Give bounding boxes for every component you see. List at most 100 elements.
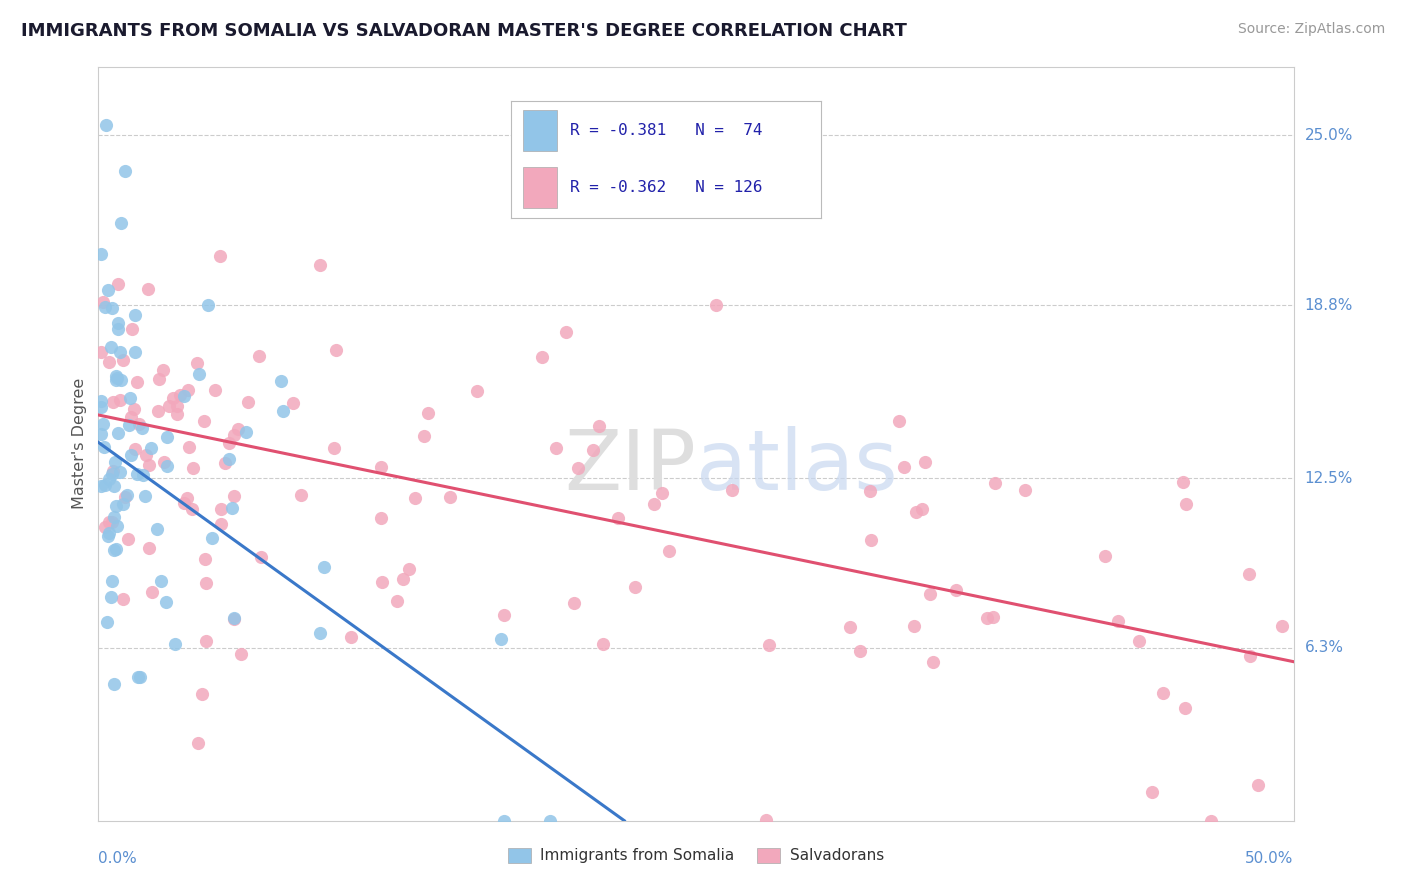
Point	[914, 455, 936, 469]
Point	[1142, 785, 1164, 799]
Point	[860, 533, 883, 547]
Point	[1128, 634, 1150, 648]
Point	[339, 630, 361, 644]
Point	[755, 813, 778, 827]
Point	[889, 414, 911, 428]
Point	[155, 595, 177, 609]
Point	[247, 349, 270, 363]
Point	[222, 428, 245, 442]
Point	[1153, 686, 1175, 700]
Point	[314, 560, 336, 574]
Point	[1247, 778, 1270, 792]
Point	[96, 615, 118, 629]
Point	[90, 479, 112, 493]
Point	[97, 355, 120, 369]
Point	[90, 426, 112, 441]
Text: ZIP: ZIP	[564, 425, 696, 507]
Point	[173, 388, 195, 402]
Point	[153, 455, 176, 469]
Point	[134, 490, 156, 504]
Point	[385, 594, 408, 608]
Point	[94, 300, 117, 314]
Point	[183, 461, 205, 475]
Point	[1199, 814, 1222, 828]
Point	[1107, 614, 1129, 628]
Point	[156, 430, 179, 444]
Point	[201, 531, 224, 545]
Point	[148, 372, 170, 386]
Text: 50.0%: 50.0%	[1246, 851, 1294, 866]
Point	[90, 247, 112, 261]
Point	[903, 619, 925, 633]
Point	[582, 442, 605, 457]
Point	[229, 647, 252, 661]
Point	[945, 582, 967, 597]
Point	[190, 687, 212, 701]
Point	[1237, 567, 1260, 582]
Text: 18.8%: 18.8%	[1305, 298, 1353, 313]
Point	[643, 497, 665, 511]
Point	[169, 387, 191, 401]
Point	[105, 519, 128, 533]
Point	[197, 298, 219, 312]
Point	[107, 321, 129, 335]
Point	[131, 421, 153, 435]
Point	[90, 394, 112, 409]
Point	[531, 351, 554, 365]
Point	[103, 509, 125, 524]
Point	[439, 490, 461, 504]
Point	[226, 422, 249, 436]
Point	[139, 441, 162, 455]
Point	[105, 541, 128, 556]
Point	[117, 488, 139, 502]
Point	[555, 325, 578, 339]
Point	[103, 542, 125, 557]
Point	[193, 414, 215, 428]
Point	[121, 321, 143, 335]
Point	[101, 467, 124, 481]
Point	[105, 371, 128, 385]
Point	[127, 376, 149, 390]
Point	[371, 574, 394, 589]
Text: IMMIGRANTS FROM SOMALIA VS SALVADORAN MASTER'S DEGREE CORRELATION CHART: IMMIGRANTS FROM SOMALIA VS SALVADORAN MA…	[21, 22, 907, 40]
Point	[157, 400, 180, 414]
Point	[976, 611, 998, 625]
Y-axis label: Master's Degree: Master's Degree	[72, 378, 87, 509]
Point	[111, 592, 134, 607]
Point	[166, 407, 188, 421]
Point	[166, 399, 188, 413]
Point	[1174, 497, 1197, 511]
Point	[704, 298, 727, 312]
Point	[105, 500, 128, 514]
Point	[204, 383, 226, 397]
Point	[110, 216, 132, 230]
Point	[222, 489, 245, 503]
Point	[1239, 648, 1261, 663]
Point	[194, 552, 217, 566]
Point	[97, 472, 120, 486]
Text: 6.3%: 6.3%	[1305, 640, 1344, 656]
Point	[489, 632, 512, 647]
Point	[492, 814, 515, 828]
Point	[222, 611, 245, 625]
Point	[325, 343, 347, 357]
Point	[120, 449, 142, 463]
Point	[308, 626, 330, 640]
Point	[187, 736, 209, 750]
Point	[412, 428, 434, 442]
Point	[177, 441, 200, 455]
Point	[911, 501, 934, 516]
Point	[221, 500, 243, 515]
Text: 0.0%: 0.0%	[98, 851, 138, 866]
Point	[214, 456, 236, 470]
Point	[90, 344, 112, 359]
Point	[567, 461, 589, 475]
Point	[110, 373, 132, 387]
Point	[114, 490, 136, 504]
Point	[108, 344, 131, 359]
Point	[238, 394, 260, 409]
Point	[658, 543, 681, 558]
Point	[981, 610, 1004, 624]
Point	[222, 612, 245, 626]
Point	[103, 395, 125, 409]
